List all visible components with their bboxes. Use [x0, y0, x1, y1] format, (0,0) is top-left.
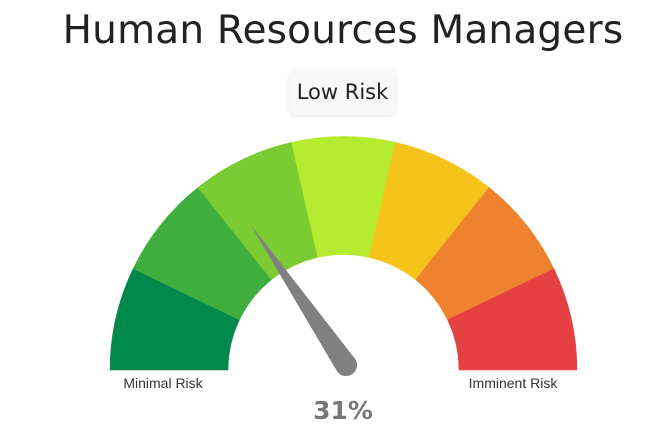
status-badge: Low Risk — [290, 70, 395, 115]
value-label: 31% — [313, 396, 373, 425]
chart-title: Human Resources Managers — [62, 8, 624, 53]
max-label: Imminent Risk — [469, 375, 559, 391]
gauge-band-7 — [447, 268, 578, 371]
min-label: Minimal Risk — [123, 375, 203, 391]
gauge-needle — [250, 224, 358, 377]
